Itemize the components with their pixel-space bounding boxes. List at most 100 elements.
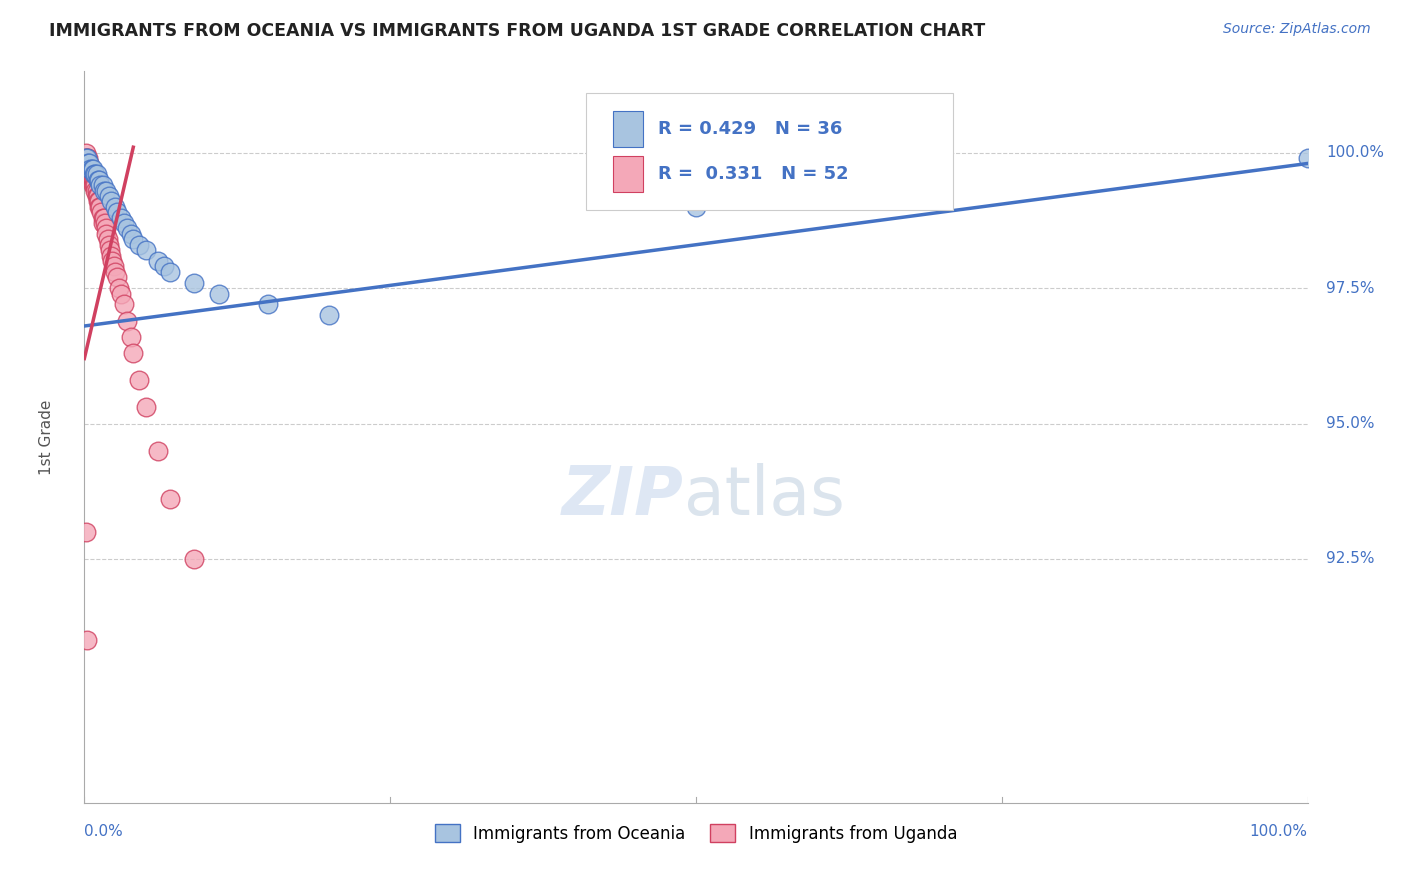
Point xyxy=(115,313,138,327)
Point xyxy=(80,172,103,186)
Point xyxy=(98,243,121,257)
Point xyxy=(80,161,103,176)
Point xyxy=(318,308,340,322)
Point xyxy=(77,151,100,165)
Point xyxy=(87,200,110,214)
Point xyxy=(82,178,104,193)
Point xyxy=(77,156,100,170)
Point xyxy=(91,211,114,225)
Point xyxy=(128,237,150,252)
Point xyxy=(83,172,105,186)
Text: ZIP: ZIP xyxy=(562,463,683,529)
Point xyxy=(87,172,110,186)
Point xyxy=(159,265,181,279)
Point xyxy=(97,232,120,246)
Point xyxy=(77,156,100,170)
Point xyxy=(96,184,118,198)
Point xyxy=(146,254,169,268)
Point xyxy=(120,227,142,241)
Point xyxy=(89,200,111,214)
Point xyxy=(84,178,107,193)
Text: 95.0%: 95.0% xyxy=(1326,416,1375,431)
Point xyxy=(80,167,103,181)
Point xyxy=(1296,151,1319,165)
Point xyxy=(97,189,120,203)
Point xyxy=(146,443,169,458)
Point xyxy=(93,184,115,198)
Point xyxy=(86,189,108,203)
Point xyxy=(91,178,114,193)
Point xyxy=(107,281,129,295)
Text: 100.0%: 100.0% xyxy=(1250,824,1308,839)
Point xyxy=(75,145,97,160)
Point xyxy=(77,161,100,176)
Legend: Immigrants from Oceania, Immigrants from Uganda: Immigrants from Oceania, Immigrants from… xyxy=(427,818,965,849)
Point xyxy=(75,151,97,165)
Point xyxy=(77,156,100,170)
Point xyxy=(87,194,110,209)
Point xyxy=(76,151,98,165)
Point xyxy=(103,260,125,274)
Point xyxy=(86,184,108,198)
Point xyxy=(89,178,111,193)
Point xyxy=(100,249,122,263)
Point xyxy=(86,167,108,181)
Point xyxy=(82,161,104,176)
Point xyxy=(77,156,100,170)
Point xyxy=(96,221,118,235)
Point xyxy=(110,211,132,225)
Point xyxy=(159,492,181,507)
Point xyxy=(76,633,98,648)
Text: R = 0.429   N = 36: R = 0.429 N = 36 xyxy=(658,120,842,138)
Point xyxy=(82,172,104,186)
Point xyxy=(105,205,128,219)
Text: IMMIGRANTS FROM OCEANIA VS IMMIGRANTS FROM UGANDA 1ST GRADE CORRELATION CHART: IMMIGRANTS FROM OCEANIA VS IMMIGRANTS FR… xyxy=(49,22,986,40)
Point xyxy=(183,552,205,566)
Point xyxy=(83,167,105,181)
Point xyxy=(208,286,231,301)
FancyBboxPatch shape xyxy=(586,94,953,211)
Point xyxy=(128,373,150,387)
Point xyxy=(104,200,127,214)
Point xyxy=(122,346,145,360)
FancyBboxPatch shape xyxy=(613,156,644,193)
Point xyxy=(122,232,145,246)
Point xyxy=(83,178,105,193)
Point xyxy=(87,194,110,209)
Text: 100.0%: 100.0% xyxy=(1326,145,1384,161)
Point xyxy=(91,216,114,230)
Point xyxy=(104,265,127,279)
Point xyxy=(183,276,205,290)
Text: Source: ZipAtlas.com: Source: ZipAtlas.com xyxy=(1223,22,1371,37)
Point xyxy=(75,524,97,539)
Point xyxy=(112,216,135,230)
Point xyxy=(110,286,132,301)
Point xyxy=(84,167,107,181)
Point xyxy=(90,205,112,219)
Point xyxy=(77,161,100,176)
Point xyxy=(685,200,707,214)
Point xyxy=(100,194,122,209)
Point xyxy=(120,330,142,344)
Text: 97.5%: 97.5% xyxy=(1326,281,1375,295)
Point xyxy=(96,227,118,241)
Point xyxy=(94,216,117,230)
Text: atlas: atlas xyxy=(683,463,845,529)
Point xyxy=(87,189,110,203)
Point xyxy=(84,184,107,198)
Text: 0.0%: 0.0% xyxy=(84,824,124,839)
Point xyxy=(76,156,98,170)
Point xyxy=(135,401,157,415)
Point xyxy=(87,172,110,186)
Point xyxy=(79,161,101,176)
Text: 92.5%: 92.5% xyxy=(1326,551,1375,566)
Point xyxy=(112,297,135,311)
Point xyxy=(153,260,176,274)
Point xyxy=(93,211,115,225)
Point xyxy=(101,254,124,268)
Point xyxy=(75,151,97,165)
Point xyxy=(76,151,98,165)
Point xyxy=(97,237,120,252)
Point xyxy=(79,161,101,176)
Text: 1st Grade: 1st Grade xyxy=(39,400,53,475)
